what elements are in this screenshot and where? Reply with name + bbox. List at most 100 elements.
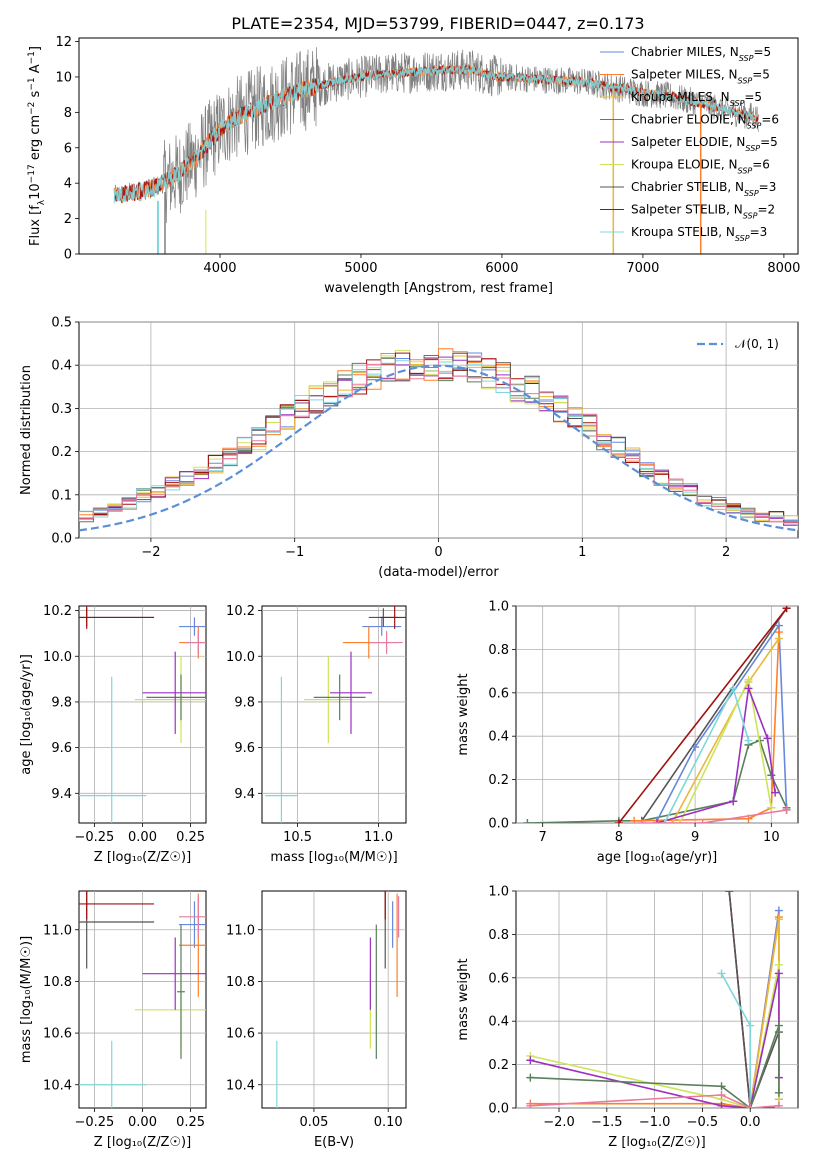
weight-marker xyxy=(675,819,684,823)
x-axis-label: Z [log₁₀(Z/Z☉)] xyxy=(94,1135,191,1150)
legend-entry: Chabrier ELODIE, NSSP=6 xyxy=(631,113,779,131)
weight-marker xyxy=(767,803,776,812)
x-tick-label: 8 xyxy=(615,830,623,845)
legend-entry: Chabrier STELIB, NSSP=3 xyxy=(631,180,776,198)
y-tick-label: 6 xyxy=(64,141,72,156)
legend-name: Chabrier STELIB, N xyxy=(631,180,744,194)
y-tick-label: 0.6 xyxy=(488,971,509,986)
y-tick-label: 4 xyxy=(64,177,72,192)
y-tick-label: 0.0 xyxy=(488,817,509,832)
grid-lines xyxy=(79,606,206,823)
x-axis-label: mass [log₁₀(M/M☉)] xyxy=(270,850,397,865)
weight-line xyxy=(641,607,788,822)
weight-line xyxy=(663,686,750,823)
axes-frame xyxy=(515,605,799,824)
y-tick-label: 0.4 xyxy=(488,730,509,745)
x-tick-label: 7 xyxy=(539,830,547,845)
y-tick-label: 0.6 xyxy=(488,686,509,701)
y-tick-label: 8 xyxy=(64,106,72,121)
legend-sub: SSP xyxy=(738,76,753,85)
y-tick-label: 9.8 xyxy=(51,695,72,710)
x-axis-label: (data-model)/error xyxy=(378,565,499,580)
x-tick-label: 8000 xyxy=(767,261,800,276)
legend-name: Salpeter STELIB, N xyxy=(631,203,743,217)
x-tick-label: 0.25 xyxy=(176,830,205,845)
y-tick-label: 10.2 xyxy=(226,604,255,619)
x-tick-label: 0.05 xyxy=(299,1115,328,1130)
weight-marker xyxy=(691,743,700,752)
weight-line xyxy=(618,607,788,823)
y-tick-label: 10 xyxy=(55,70,72,85)
weight-marker xyxy=(746,1021,755,1030)
y-tick-label: 0.8 xyxy=(488,928,509,943)
weight-line xyxy=(656,623,788,822)
x-tick-label: 9 xyxy=(691,830,699,845)
x-tick-label: 0 xyxy=(434,545,442,560)
weight-line xyxy=(530,1094,779,1108)
legend-suffix: =5 xyxy=(752,68,770,82)
y-tick-label: 9.6 xyxy=(234,741,255,756)
y-tick-label: 11.0 xyxy=(226,923,255,938)
y-tick-label: 0.2 xyxy=(488,1058,509,1073)
weight-marker xyxy=(526,1101,535,1108)
histograms xyxy=(79,348,798,532)
weight-marker xyxy=(746,1104,755,1108)
x-axis-label: age [log₁₀(age/yr)] xyxy=(597,850,718,865)
y-axis-label-part: λ xyxy=(37,199,47,205)
x-axis-label: wavelength [Angstrom, rest frame] xyxy=(324,281,553,296)
legend-entry: Salpeter STELIB, NSSP=2 xyxy=(631,203,775,221)
weight-marker xyxy=(744,684,753,693)
y-tick-label: 10.4 xyxy=(43,1078,72,1093)
weight-marker xyxy=(774,1088,783,1097)
x-tick-label: −1.5 xyxy=(591,1115,623,1130)
mass_vs_Z-panel: −0.25 0.00 0.25 10.4 10.6 10.8 11.0 Z [log₁₀(Z/… xyxy=(19,890,207,1150)
weight-marker xyxy=(771,788,780,797)
figure-title: PLATE=2354, MJD=53799, FIBERID=0447, z=0… xyxy=(231,14,644,33)
y-tick-label: 0.0 xyxy=(488,1102,509,1117)
y-axis-label: mass weight xyxy=(456,958,471,1040)
y-tick-label: 12 xyxy=(55,35,72,50)
weight-marker xyxy=(774,1101,783,1108)
y-tick-label: 10.8 xyxy=(226,975,255,990)
x-tick-label: −0.25 xyxy=(74,830,114,845)
y-axis-label: Normed distribution xyxy=(19,365,34,495)
x-tick-label: −2.0 xyxy=(543,1115,575,1130)
legend-entry: Kroupa MILES, NSSP=5 xyxy=(631,90,762,108)
y-axis-label-part: erg cm xyxy=(28,115,43,164)
weight-marker xyxy=(744,675,753,684)
weight-marker xyxy=(526,1073,535,1082)
y-axis-label: age [log₁₀(age/yr)] xyxy=(19,654,34,775)
weight-line xyxy=(749,919,780,1108)
x-tick-label: 11.0 xyxy=(364,830,393,845)
error-bars xyxy=(79,606,206,823)
weight-line xyxy=(641,809,787,823)
axes-frame xyxy=(261,890,407,1109)
mass_weight_vs_age-panel: 7 8 9 10 0.0 0.2 0.4 0.6 0.8 1.0 age [log₁₀(age/yr… xyxy=(456,600,799,865)
weight-marker xyxy=(774,634,783,643)
legend-name: Chabrier MILES, N xyxy=(631,45,739,59)
weight-line xyxy=(634,631,780,822)
weight-marker xyxy=(774,960,783,969)
axes-frame xyxy=(78,37,799,255)
x-tick-label: 0.00 xyxy=(128,830,157,845)
legend-name: Salpeter ELODIE, N xyxy=(631,135,745,149)
weight-marker xyxy=(763,734,772,743)
x-tick-label: 5000 xyxy=(344,261,377,276)
y-tick-label: 0.3 xyxy=(51,402,72,417)
error-bars xyxy=(265,606,406,823)
histogram-kroupa_stelib xyxy=(79,360,798,531)
legend-name: Salpeter MILES, N xyxy=(631,68,738,82)
weight-marker xyxy=(774,969,783,978)
y-axis-label: Flux [fλ10−17 erg cm−2 s−1 A−1] xyxy=(27,46,47,246)
legend-suffix: =6 xyxy=(752,158,770,172)
weight-marker xyxy=(774,915,783,924)
error-bars xyxy=(79,891,206,1108)
weight-marker xyxy=(717,1101,726,1108)
legend-suffix: =6 xyxy=(761,113,779,127)
legend-entry: Chabrier MILES, NSSP=5 xyxy=(631,45,771,63)
y-tick-label: 0.2 xyxy=(488,773,509,788)
legend-entry: Kroupa ELODIE, NSSP=6 xyxy=(631,158,770,176)
x-tick-label: −0.5 xyxy=(687,1115,719,1130)
y-tick-label: 0 xyxy=(64,248,72,263)
